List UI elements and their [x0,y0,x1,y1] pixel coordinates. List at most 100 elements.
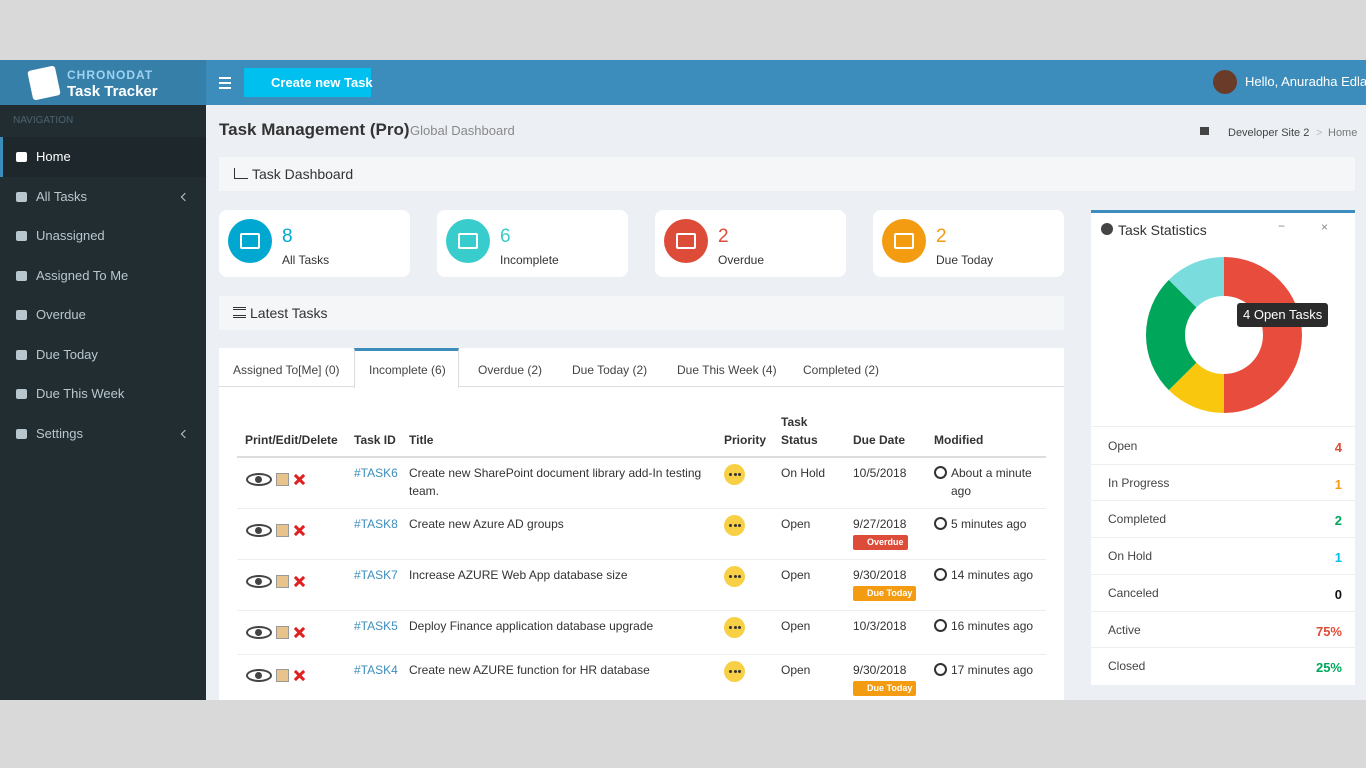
stats-value: 1 [1334,550,1342,566]
due-badge: Overdue [853,535,908,550]
stats-value: 25% [1315,660,1342,676]
row-border [237,559,1046,560]
nav-icon [16,389,27,399]
nav-item[interactable]: Unassigned [36,228,105,243]
priority-dot [733,524,737,527]
avatar [1213,70,1237,94]
brand-name: CHRONODAT [67,68,154,82]
section-box [219,296,1064,330]
due-date: 9/27/2018 [853,517,907,531]
nav-icon [16,270,27,281]
stats-divider [1091,463,1355,465]
task-id[interactable]: #TASK6 [354,466,398,480]
task-id[interactable]: #TASK7 [354,568,398,582]
donut-segment[interactable] [1168,362,1224,413]
eye-pupil [255,527,262,534]
clock-icon [934,568,947,581]
tab[interactable]: Incomplete (6) [369,363,446,377]
tab[interactable]: Overdue (2) [478,363,543,377]
close-button[interactable]: × [1321,220,1329,234]
clock-icon [934,663,947,676]
pie-icon [1101,223,1113,235]
edit-icon[interactable] [276,626,289,639]
priority-dot [738,575,741,578]
sidebar [0,105,206,700]
list-icon [233,307,246,318]
tab-panel [219,348,1064,700]
page-subtitle: Global Dashboard [410,123,515,138]
task-title: Create new AZURE function for HR databas… [409,663,650,677]
tab[interactable]: Assigned To[Me] (0) [233,363,340,377]
priority-dot [729,524,732,527]
breadcrumb-sep: > [1316,127,1323,139]
task-title: Create new Azure AD groups [409,517,564,531]
view-icon[interactable] [246,626,272,639]
priority-dot [733,473,737,476]
view-icon[interactable] [246,473,272,486]
nav-item[interactable]: All Tasks [36,188,88,204]
tab-active [354,348,459,388]
donut-segment[interactable] [1224,257,1302,413]
view-icon[interactable] [246,575,272,588]
nav-item[interactable]: Overdue [36,307,86,322]
priority-dot [738,473,741,476]
view-icon[interactable] [246,669,272,682]
task-id[interactable]: #TASK8 [354,517,398,531]
task-id[interactable]: #TASK4 [354,663,398,677]
create-task-button[interactable]: Create new Task [244,68,373,97]
stat-icon [882,219,926,263]
eye-pupil [255,629,262,636]
stats-label: On Hold [1108,549,1153,564]
tab[interactable]: Due Today (2) [572,363,648,377]
donut-segment[interactable] [1168,257,1224,308]
menu-icon [219,77,231,79]
priority-dot [733,575,737,578]
nav-heading: NAVIGATION [13,115,74,126]
stats-divider [1091,500,1355,502]
nav-item[interactable]: Assigned To Me [36,267,129,283]
edit-icon[interactable] [276,524,289,537]
stat-icon [664,219,708,263]
column-header: Priority [724,433,767,447]
stat-label: Due Today [936,253,994,267]
nav-item[interactable]: Home [36,149,71,164]
stat-glyph [676,233,696,249]
nav-item[interactable]: Settings [36,425,83,441]
modified: 5 minutes ago [951,517,1027,531]
stats-divider [1091,573,1355,575]
tab[interactable]: Completed (2) [803,363,880,377]
view-icon[interactable] [246,524,272,537]
stats-label: Active [1108,622,1141,637]
task-title: Deploy Finance application database upgr… [409,619,654,633]
due-badge: Due Today [853,586,917,601]
stat-icon [446,219,490,263]
donut-segment[interactable] [1146,279,1197,391]
user-greeting[interactable]: Hello, Anuradha Edla [1245,74,1366,89]
stats-value: 2 [1334,513,1342,529]
eye-pupil [255,672,262,679]
nav-icon [16,349,27,360]
stats-value: 4 [1334,440,1342,455]
task-id[interactable]: #TASK5 [354,619,398,633]
chart-tooltip: 4 Open Tasks [1237,303,1329,327]
due-date: 9/30/2018 [853,568,907,582]
row-border [237,654,1046,655]
priority-dot [729,473,732,476]
edit-icon[interactable] [276,575,289,588]
clock-icon [934,619,947,632]
stats-label: Completed [1108,512,1167,527]
nav-item[interactable]: Due Today [36,346,98,362]
edit-icon[interactable] [276,473,289,486]
tab[interactable]: Due This Week (4) [677,363,777,377]
stat-value: 2 [718,226,729,247]
priority-dot [733,626,737,629]
button-label[interactable]: Create new Task [271,75,373,90]
breadcrumb-link[interactable]: Developer Site 2 [1228,127,1310,139]
header-border [237,456,1046,458]
priority-dot [738,626,741,629]
edit-icon[interactable] [276,669,289,682]
collapse-button[interactable]: − [1278,219,1286,233]
nav-item[interactable]: Due This Week [36,386,125,401]
stats-label: Canceled [1108,585,1159,600]
nav-icon [16,191,27,202]
